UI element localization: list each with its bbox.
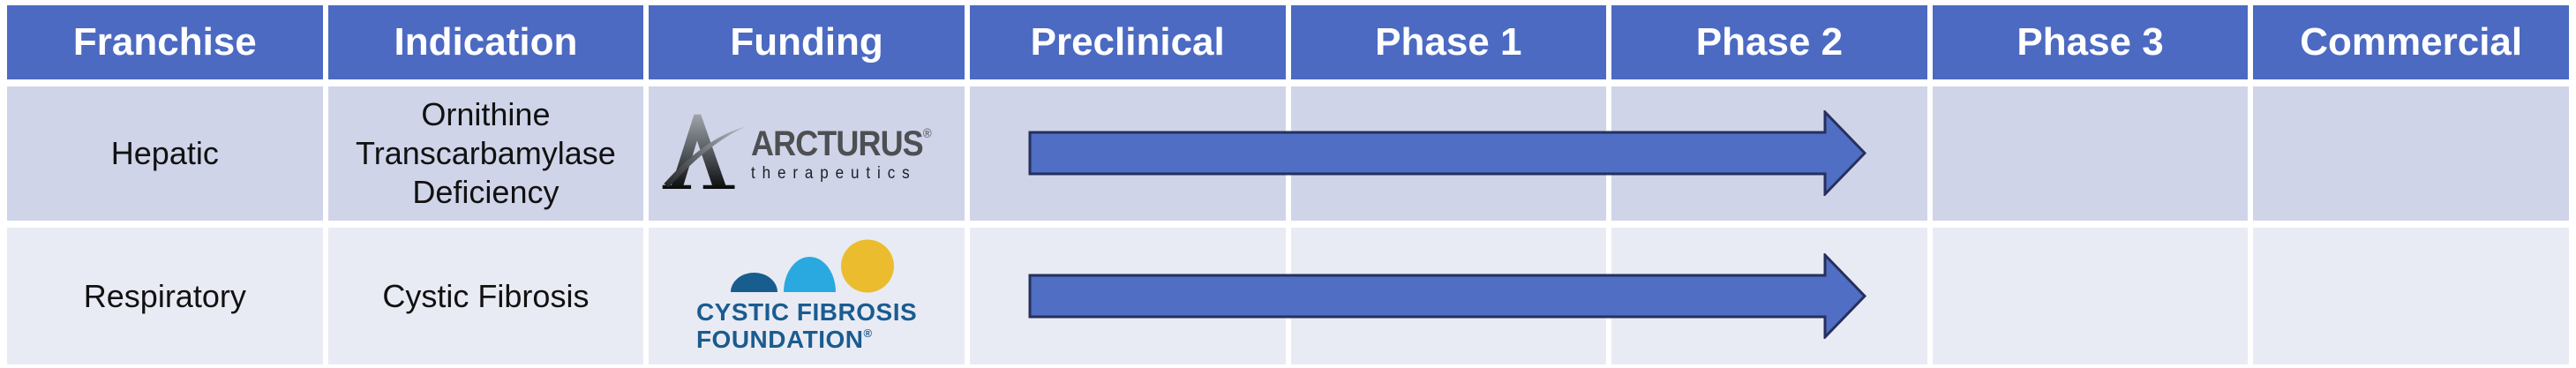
indication-cell: Cystic Fibrosis: [327, 228, 644, 364]
indication-value: Ornithine Transcarbamylase Deficiency: [356, 96, 616, 210]
stage-cell-commercial: [2253, 86, 2569, 221]
funding-cell: ARCTURUS® therapeutics: [649, 86, 965, 221]
stage-cell-commercial: [2253, 228, 2569, 364]
cystic-fibrosis-foundation-logo: CYSTIC FIBROSIS FOUNDATION®: [696, 239, 917, 354]
stage-cell-phase-3: [1932, 86, 2249, 221]
header-cell-phase-1: Phase 1: [1290, 5, 1607, 79]
header-cell-funding: Funding: [649, 5, 965, 79]
indication-value: Cystic Fibrosis: [382, 277, 590, 314]
cff-arcs-icon: [731, 239, 895, 293]
arcturus-a-swoosh-icon: [663, 114, 747, 190]
franchise-value: Respiratory: [83, 277, 246, 314]
cff-wordmark: CYSTIC FIBROSIS FOUNDATION®: [695, 297, 918, 354]
franchise-cell: Hepatic: [7, 86, 323, 221]
header-label: Commercial: [2300, 20, 2523, 64]
header-label: Phase 3: [2016, 20, 2164, 64]
header-label: Indication: [394, 20, 578, 64]
header-cell-phase-2: Phase 2: [1611, 5, 1927, 79]
funding-cell: CYSTIC FIBROSIS FOUNDATION®: [649, 228, 965, 364]
registered-mark: ®: [923, 125, 933, 141]
franchise-cell: Respiratory: [7, 228, 323, 364]
header-label: Franchise: [72, 20, 257, 64]
indication-cell: Ornithine Transcarbamylase Deficiency: [327, 86, 644, 221]
progress-arrow-hepatic: [1028, 110, 1867, 196]
header-label: Phase 1: [1375, 20, 1522, 64]
franchise-value: Hepatic: [110, 135, 219, 172]
arcturus-name: ARCTURUS®: [751, 124, 933, 163]
header-label: Phase 2: [1695, 20, 1844, 64]
header-cell-indication: Indication: [327, 5, 644, 79]
header-cell-preclinical: Preclinical: [969, 5, 1286, 79]
stage-cell-phase-3: [1932, 228, 2249, 364]
arcturus-tagline: therapeutics: [751, 163, 917, 183]
header-label: Funding: [730, 20, 883, 64]
cff-line1: CYSTIC FIBROSIS: [695, 297, 918, 326]
arcturus-wordmark: ARCTURUS® therapeutics: [751, 126, 932, 182]
registered-mark: ®: [863, 326, 873, 340]
arcturus-therapeutics-logo: ARCTURUS® therapeutics: [661, 108, 952, 199]
header-cell-franchise: Franchise: [7, 5, 323, 79]
progress-arrow-respiratory: [1028, 253, 1867, 339]
header-cell-phase-3: Phase 3: [1932, 5, 2249, 79]
header-cell-commercial: Commercial: [2253, 5, 2569, 79]
pipeline-table: Franchise Indication Funding Preclinical…: [7, 5, 2569, 364]
cff-line2: FOUNDATION®: [695, 325, 873, 353]
header-label: Preclinical: [1030, 20, 1225, 64]
